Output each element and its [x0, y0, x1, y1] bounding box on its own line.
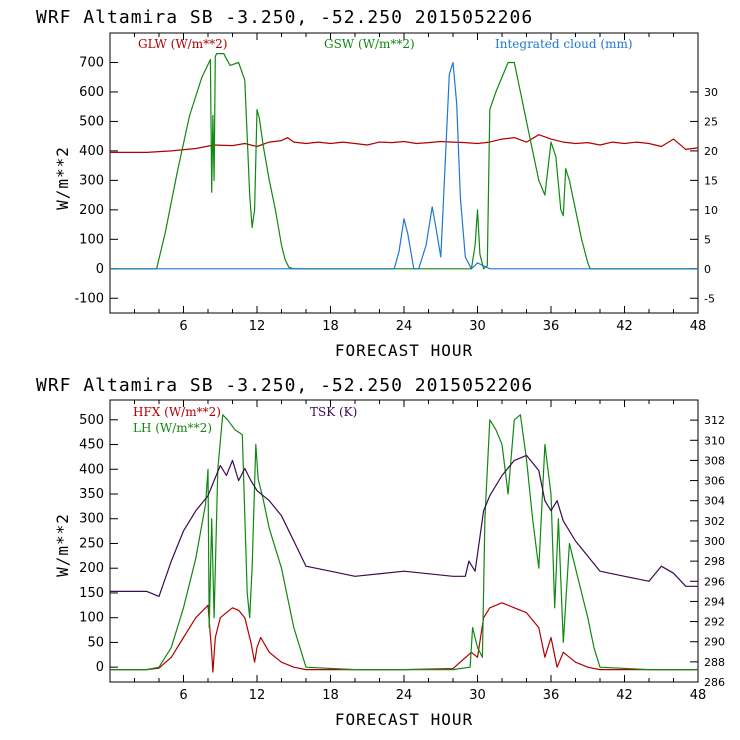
bottom-x-tick-label: 6 [179, 688, 187, 703]
top-y2-tick-label: 15 [704, 174, 718, 187]
bottom-series-line-2 [110, 454, 698, 597]
bottom-y2-tick-label: 308 [704, 454, 725, 467]
bottom-y2-tick-label: 304 [704, 495, 725, 508]
top-y-tick-label: 400 [79, 144, 104, 159]
top-series-line-0 [110, 134, 699, 153]
bottom-x-tick-label: 42 [616, 688, 633, 703]
top-y-tick-label: 300 [79, 173, 104, 188]
bottom-y-tick-label: 250 [79, 536, 104, 551]
top-x-tick-label: 42 [616, 319, 633, 334]
top-plot-content: 6 12 18 24 30 36 42 48-100010020030040050060070… [74, 33, 718, 334]
top-x-tick-label: 18 [322, 319, 339, 334]
top-y2-tick-label: 10 [704, 204, 718, 217]
bottom-legend-hfx: HFX (W/m**2) [133, 405, 221, 419]
top-y2-tick-label: 20 [704, 145, 718, 158]
top-y-axis-label: W/m**2 [53, 146, 72, 210]
top-x-tick-label: 36 [543, 319, 560, 334]
top-x-tick-label: 6 [179, 319, 187, 334]
bottom-x-tick-label: 30 [469, 688, 486, 703]
top-x-tick-label: 48 [690, 319, 707, 334]
top-legend-gsw: GSW (W/m**2) [324, 37, 415, 51]
bottom-y-tick-label: 450 [79, 438, 104, 453]
bottom-y2-tick-label: 302 [704, 515, 725, 528]
bottom-y-tick-label: 100 [79, 611, 104, 626]
bottom-x-tick-label: 36 [543, 688, 560, 703]
top-y-tick-label: 700 [79, 55, 104, 70]
top-x-tick-label: 30 [469, 319, 486, 334]
top-plot-frame [109, 32, 699, 314]
top-chart-title: WRF Altamira SB -3.250, -52.250 20150522… [36, 7, 533, 28]
bottom-x-tick-label: 24 [396, 688, 413, 703]
top-panel: WRF Altamira SB -3.250, -52.250 20150522… [36, 7, 718, 360]
bottom-y-axis-label: W/m**2 [53, 513, 72, 577]
top-legend-cloud: Integrated cloud (mm) [495, 37, 633, 51]
bottom-y-tick-label: 0 [96, 660, 104, 675]
top-series-line-2 [110, 61, 698, 270]
bottom-legend-lh: LH (W/m**2) [133, 421, 212, 435]
bottom-x-tick-label: 18 [322, 688, 339, 703]
bottom-y-tick-label: 50 [87, 635, 104, 650]
top-y2-tick-label: -5 [704, 292, 715, 305]
bottom-y2-tick-label: 306 [704, 475, 725, 488]
bottom-y2-tick-label: 292 [704, 616, 725, 629]
bottom-x-tick-label: 48 [690, 688, 707, 703]
bottom-y-tick-label: 400 [79, 462, 104, 477]
bottom-y-tick-label: 350 [79, 487, 104, 502]
top-y2-tick-label: 30 [704, 86, 718, 99]
top-series-line-1 [110, 53, 698, 270]
top-y2-tick-label: 25 [704, 115, 718, 128]
bottom-series-line-1 [110, 414, 698, 671]
bottom-panel: WRF Altamira SB -3.250, -52.250 20150522… [36, 375, 725, 729]
top-x-tick-label: 12 [249, 319, 266, 334]
bottom-y2-tick-label: 298 [704, 555, 725, 568]
top-y-tick-label: -100 [74, 291, 104, 306]
bottom-x-axis-label: FORECAST HOUR [335, 710, 473, 729]
top-y-tick-label: 600 [79, 85, 104, 100]
bottom-y-tick-label: 200 [79, 561, 104, 576]
bottom-y2-tick-label: 300 [704, 535, 725, 548]
bottom-y2-tick-label: 288 [704, 656, 725, 669]
bottom-y2-tick-label: 286 [704, 676, 725, 689]
bottom-x-tick-label: 12 [249, 688, 266, 703]
bottom-y-tick-label: 500 [79, 413, 104, 428]
top-y-tick-label: 100 [79, 232, 104, 247]
bottom-legend-tsk: TSK (K) [310, 405, 357, 419]
top-y2-tick-label: 5 [704, 233, 711, 246]
bottom-y2-tick-label: 296 [704, 575, 725, 588]
top-legend-glw: GLW (W/m**2) [138, 37, 227, 51]
bottom-y-tick-label: 300 [79, 512, 104, 527]
bottom-y2-tick-label: 310 [704, 434, 725, 447]
top-y-tick-label: 200 [79, 203, 104, 218]
bottom-plot-frame [109, 399, 699, 683]
bottom-series-line-0 [110, 602, 698, 673]
top-x-axis-label: FORECAST HOUR [335, 341, 473, 360]
bottom-y2-tick-label: 312 [704, 414, 725, 427]
top-y-tick-label: 0 [96, 262, 104, 277]
bottom-y2-tick-label: 294 [704, 595, 725, 608]
top-x-tick-label: 24 [396, 319, 413, 334]
bottom-y2-tick-label: 290 [704, 636, 725, 649]
top-y-tick-label: 500 [79, 114, 104, 129]
bottom-plot-content: 6 12 18 24 30 36 42 48 0 50 100 150 200 250 300 350 400 4… [79, 400, 725, 703]
bottom-chart-title: WRF Altamira SB -3.250, -52.250 20150522… [36, 375, 533, 396]
top-y2-tick-label: 0 [704, 263, 711, 276]
bottom-y-tick-label: 150 [79, 586, 104, 601]
